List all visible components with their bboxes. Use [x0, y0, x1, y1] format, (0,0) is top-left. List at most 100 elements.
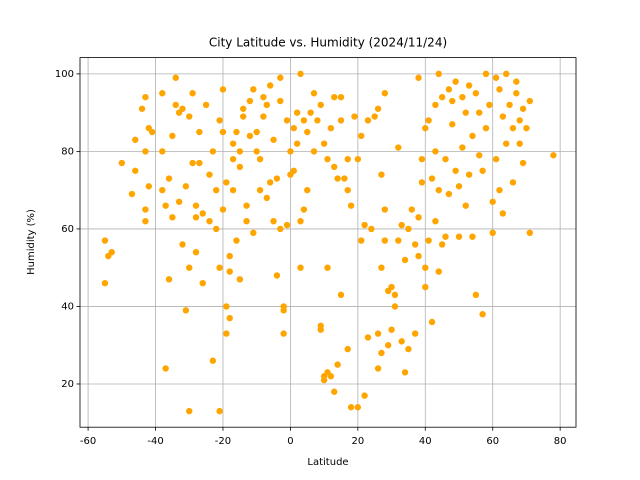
point [432, 101, 439, 109]
point [337, 93, 345, 101]
point [304, 186, 311, 194]
point [442, 233, 449, 240]
point [368, 225, 375, 233]
point [273, 272, 281, 279]
point [256, 155, 264, 163]
point [277, 225, 284, 233]
point [435, 186, 442, 194]
point [503, 140, 510, 147]
point [159, 90, 166, 97]
ticks: -60 -40 -20 0 20 40 60 80 20 40 60 80 100 [55, 69, 567, 447]
point [516, 117, 523, 124]
point [266, 179, 274, 186]
point [374, 330, 382, 337]
point [425, 237, 432, 244]
point [384, 342, 392, 349]
point [297, 217, 304, 225]
point [449, 97, 456, 105]
point [361, 221, 368, 229]
point [422, 283, 429, 291]
point [435, 70, 442, 78]
point [138, 105, 146, 112]
point [260, 113, 267, 120]
point [290, 167, 297, 174]
y-tick-label: 40 [61, 301, 74, 312]
point [219, 206, 227, 213]
point [277, 74, 284, 81]
point [341, 175, 348, 182]
point [479, 167, 486, 174]
point [172, 101, 179, 109]
point [455, 233, 463, 240]
point [489, 198, 496, 205]
point [344, 186, 351, 194]
point [415, 74, 422, 81]
point [405, 225, 412, 233]
point [378, 349, 385, 357]
point [347, 404, 355, 411]
point [213, 225, 220, 233]
point [354, 404, 362, 411]
x-tick-label: -60 [80, 436, 96, 447]
point [216, 117, 223, 124]
point [250, 86, 257, 93]
point [496, 86, 503, 93]
point [317, 101, 324, 109]
point [408, 206, 415, 213]
point [280, 307, 287, 314]
point [331, 93, 338, 101]
point [148, 128, 156, 136]
point [199, 210, 206, 217]
x-tick-label: 0 [287, 436, 293, 447]
x-tick-label: -40 [147, 436, 163, 447]
point [361, 392, 368, 399]
point [202, 101, 210, 109]
point [223, 330, 230, 337]
point [192, 248, 200, 256]
point [364, 117, 372, 124]
point [297, 264, 304, 271]
point [196, 159, 203, 167]
point [186, 407, 193, 415]
point [509, 124, 517, 132]
point [482, 124, 490, 132]
point [226, 314, 233, 322]
point [260, 93, 267, 101]
point [462, 202, 469, 209]
point [374, 105, 382, 112]
point [442, 155, 449, 163]
point [364, 334, 372, 341]
point [324, 155, 331, 163]
point [287, 148, 294, 155]
point [503, 70, 510, 78]
point [401, 256, 409, 264]
point [310, 90, 318, 97]
point [216, 264, 223, 271]
point [327, 373, 335, 380]
x-tick-label: 40 [419, 436, 432, 447]
point [509, 179, 517, 186]
point [159, 186, 166, 194]
point [358, 132, 365, 140]
point [438, 241, 446, 248]
point [337, 291, 345, 299]
point [378, 171, 385, 178]
point [118, 159, 126, 167]
point [334, 361, 341, 368]
point [239, 113, 247, 120]
points [101, 70, 557, 415]
point [266, 82, 274, 89]
point [496, 186, 503, 194]
point [415, 214, 422, 221]
point [307, 109, 314, 116]
point [425, 117, 432, 124]
point [374, 365, 382, 372]
point [428, 318, 436, 326]
x-tick-label: 80 [554, 436, 567, 447]
point [304, 128, 311, 136]
x-tick-label: 60 [486, 436, 499, 447]
point [132, 136, 139, 143]
point [465, 82, 473, 89]
point [283, 117, 291, 124]
point [142, 148, 149, 155]
